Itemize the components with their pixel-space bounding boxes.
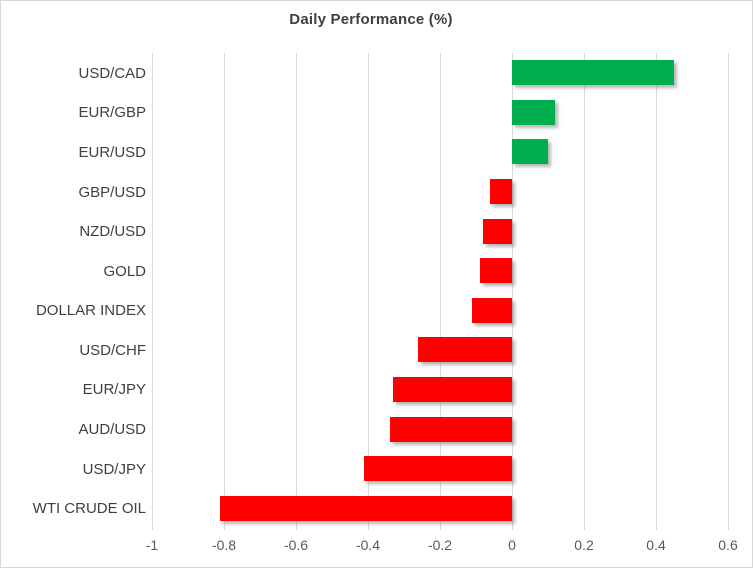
category-label-eur-gbp: EUR/GBP	[78, 104, 146, 122]
x-tick-label: -0.2	[427, 537, 453, 553]
chart-title: Daily Performance (%)	[289, 11, 453, 28]
category-label-usd-jpy: USD/JPY	[82, 460, 146, 478]
bar-gbp-usd[interactable]	[490, 179, 512, 205]
gridline	[223, 53, 225, 530]
category-label-wti-crude-oil: WTI CRUDE OIL	[32, 500, 146, 518]
x-tick-label: 0.6	[718, 537, 738, 553]
gridline	[583, 53, 585, 530]
category-label-usd-cad: USD/CAD	[78, 64, 146, 82]
plot-area	[151, 53, 729, 530]
category-label-nzd-usd: NZD/USD	[79, 223, 146, 241]
value-axis: -1 -0.8 -0.6 -0.4 -0.2 0 0.2 0.4 0.6	[146, 537, 738, 557]
gridline	[151, 53, 153, 530]
bar-aud-usd[interactable]	[389, 416, 512, 442]
category-label-eur-jpy: EUR/JPY	[82, 381, 146, 399]
category-label-gbp-usd: GBP/USD	[78, 183, 146, 201]
x-tick-label: -1	[145, 537, 159, 553]
bar-usd-jpy[interactable]	[364, 456, 512, 482]
gridline	[439, 53, 441, 530]
bar-eur-gbp[interactable]	[512, 99, 556, 125]
gridline	[511, 53, 513, 530]
category-label-usd-chf: USD/CHF	[79, 341, 146, 359]
bar-nzd-usd[interactable]	[483, 218, 512, 244]
gridline	[655, 53, 657, 530]
gridline	[295, 53, 297, 530]
bar-eur-jpy[interactable]	[393, 376, 512, 402]
bar-wti-crude-oil[interactable]	[220, 495, 512, 521]
category-label-eur-usd: EUR/USD	[78, 143, 146, 161]
category-label-dollar-index: DOLLAR INDEX	[35, 302, 146, 320]
category-label-aud-usd: AUD/USD	[78, 421, 146, 439]
bar-usd-cad[interactable]	[512, 60, 674, 86]
category-label-gold: GOLD	[103, 262, 146, 280]
bar-dollar-index[interactable]	[472, 297, 512, 323]
x-tick-label: 0	[508, 537, 516, 553]
bar-usd-chf[interactable]	[418, 337, 512, 363]
x-tick-label: 0.2	[574, 537, 594, 553]
x-tick-label: -0.4	[355, 537, 381, 553]
gridline	[727, 53, 729, 530]
bar-gold[interactable]	[479, 258, 512, 284]
x-tick-label: -0.8	[211, 537, 237, 553]
bar-eur-usd[interactable]	[512, 139, 548, 165]
category-axis: USD/CAD EUR/GBP EUR/USD GBP/USD NZD/USD GOLD D…	[1, 53, 146, 528]
x-tick-label: 0.4	[646, 537, 666, 553]
x-tick-label: -0.6	[283, 537, 309, 553]
gridline	[367, 53, 369, 530]
